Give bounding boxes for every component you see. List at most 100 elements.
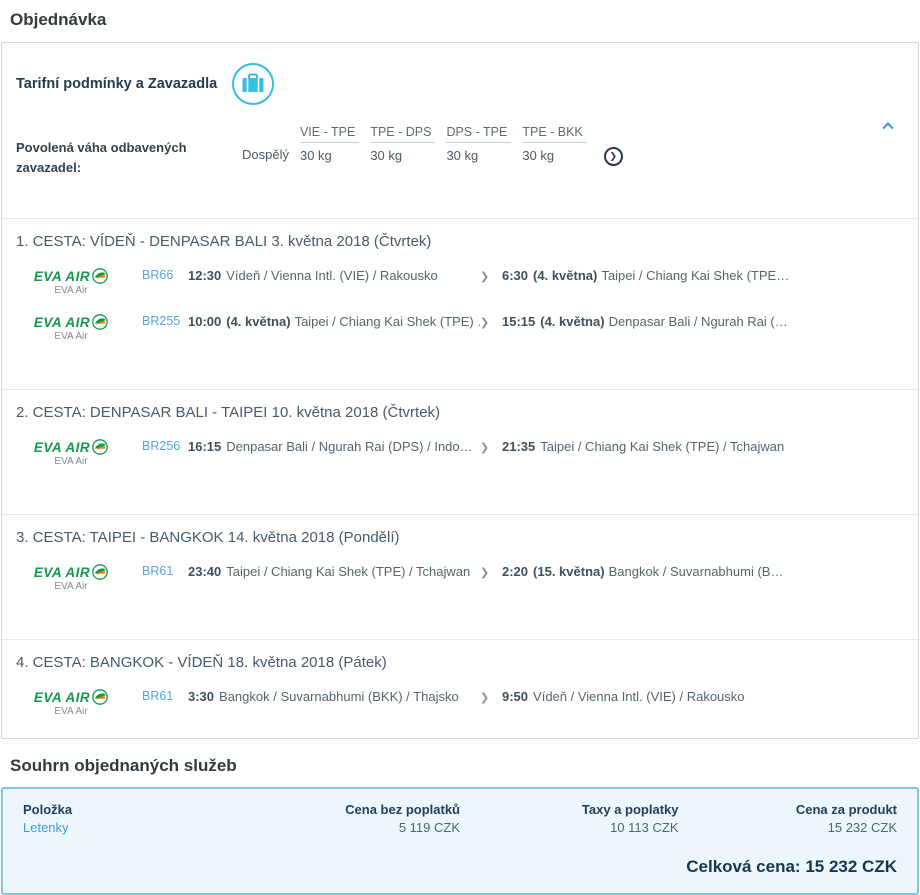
departure-time: 3:30: [188, 689, 215, 705]
passenger-type-label: Dospělý: [242, 147, 289, 162]
total-price-label: Celková cena:: [686, 857, 801, 877]
baggage-table: Dospělý VIE - TPE 30 kg TPE - DPS 30 kg …: [242, 125, 623, 166]
divider: [2, 514, 918, 516]
arrival-place: Bangkok / Suvarnabhumi (B…: [608, 564, 784, 580]
segment-route-label: DPS - TPE: [446, 125, 512, 143]
total-price: Celková cena: 15 232 CZK: [23, 857, 897, 877]
flight-row: EVA AIR EVA Air BR66 12:30 Vídeň / Vienna…: [16, 266, 904, 296]
journey-section-4: 4. CESTA: BANGKOK - VÍDEŇ 18. května 201…: [2, 640, 918, 738]
baggage-allowance: Povolená váha odbavených zavazadel: Dosp…: [2, 111, 918, 178]
flight-number-link[interactable]: BR66: [142, 268, 174, 283]
chevron-right-icon: ❯: [480, 317, 490, 330]
journey-section-3: 3. CESTA: TAIPEI - BANGKOK 14. května 20…: [2, 515, 918, 613]
item-link-tickets[interactable]: Letenky: [23, 820, 69, 836]
journey-section-2: 2. CESTA: DENPASAR BALI - TAIPEI 10. kvě…: [2, 390, 918, 488]
arrival-info: 15:15 (4. května) Denpasar Bali / Ngurah R…: [502, 312, 904, 329]
baggage-blank-header: [242, 125, 289, 142]
arrival-date: (4. května): [540, 314, 605, 330]
summary-card: Položka Cena bez poplatků Taxy a poplatk…: [1, 787, 919, 895]
summary-heading: Souhrn objednaných služeb: [10, 756, 237, 776]
arrival-time: 9:50: [502, 689, 529, 705]
departure-info: 10:00 (4. května) Taipei / Chiang Kai Shek…: [188, 312, 480, 329]
airline-sublabel: EVA Air: [54, 706, 88, 718]
arrival-date: (4. května): [533, 268, 598, 284]
arrival-time: 21:35: [502, 439, 536, 455]
arrival-info: 21:35 Taipei / Chiang Kai Shek (TPE) / Tc…: [502, 437, 904, 454]
segment-weight-value: 30 kg: [522, 148, 555, 163]
departure-place: Vídeň / Vienna Intl. (VIE) / Rakousko: [226, 268, 438, 284]
departure-info: 23:40 Taipei / Chiang Kai Shek (TPE) / Tc…: [188, 562, 480, 579]
journey-section-1: 1. CESTA: VÍDEŇ - DENPASAR BALI 3. květn…: [2, 219, 918, 363]
flight-row: EVA AIR EVA Air BR255 10:00 (4. května) Ta…: [16, 312, 904, 342]
chevron-right-icon: ❯: [480, 567, 490, 580]
eva-air-emblem-icon: [92, 268, 108, 285]
divider: [2, 639, 918, 641]
airline-sublabel: EVA Air: [54, 331, 88, 343]
arrival-info: 9:50 Vídeň / Vienna Intl. (VIE) / Rakousk…: [502, 687, 904, 704]
segment-weight-value: 30 kg: [446, 148, 479, 163]
departure-time: 23:40: [188, 564, 222, 580]
flight-number-link[interactable]: BR256: [142, 439, 181, 454]
baggage-allowance-label: Povolená váha odbavených zavazadel:: [16, 140, 187, 176]
baggage-segment: VIE - TPE 30 kg: [299, 125, 360, 163]
taxes-value: 10 113 CZK: [610, 820, 679, 836]
arrival-info: 6:30 (4. května) Taipei / Chiang Kai Shek …: [502, 266, 904, 283]
airline-logo: EVA AIR EVA Air: [16, 562, 126, 592]
segment-route-label: VIE - TPE: [299, 125, 360, 143]
airline-name: EVA AIR: [33, 564, 91, 580]
departure-time: 10:00: [188, 314, 222, 330]
column-header-product-price: Cena za produkt: [795, 802, 897, 818]
eva-air-emblem-icon: [92, 439, 108, 456]
chevron-right-icon: ❯: [480, 271, 490, 284]
more-segments-arrow-icon[interactable]: ❯: [603, 147, 623, 166]
departure-info: 12:30 Vídeň / Vienna Intl. (VIE) / Rakous…: [188, 266, 480, 283]
segment-weight-value: 30 kg: [299, 148, 332, 163]
fare-conditions-header: Tarifní podmínky a Zavazadla: [2, 43, 918, 134]
arrival-info: 2:20 (15. května) Bangkok / Suvarnabhumi (…: [502, 562, 904, 579]
departure-time: 12:30: [188, 268, 222, 284]
page-title: Objednávka: [10, 10, 107, 29]
segment-weight-value: 30 kg: [370, 148, 403, 163]
airline-logo: EVA AIR EVA Air: [16, 266, 126, 296]
departure-info: 16:15 Denpasar Bali / Ngurah Rai (DPS) / …: [188, 437, 480, 454]
airline-logo: EVA AIR EVA Air: [16, 687, 126, 717]
baggage-icon: [231, 62, 275, 106]
divider: [2, 218, 918, 220]
journey-title: 2. CESTA: DENPASAR BALI - TAIPEI 10. kvě…: [16, 404, 441, 422]
flight-row: EVA AIR EVA Air BR61 3:30 Bangkok / Suvar…: [16, 687, 904, 717]
product-price-value: 15 232 CZK: [827, 820, 897, 836]
arrival-time: 6:30: [502, 268, 529, 284]
departure-place: Denpasar Bali / Ngurah Rai (DPS) / Indo…: [226, 439, 473, 455]
order-card: Tarifní podmínky a Zavazadla Povolená vá…: [1, 42, 919, 740]
departure-info: 3:30 Bangkok / Suvarnabhumi (BKK) / Thajs…: [188, 687, 480, 704]
base-price-value: 5 119 CZK: [398, 820, 460, 836]
arrival-date: (15. května): [533, 564, 605, 580]
flight-number-link[interactable]: BR61: [142, 689, 174, 704]
arrival-place: Vídeň / Vienna Intl. (VIE) / Rakousko: [533, 689, 745, 705]
journey-title: 4. CESTA: BANGKOK - VÍDEŇ 18. května 201…: [16, 654, 387, 672]
segment-route-label: TPE - DPS: [370, 125, 436, 143]
divider: [2, 389, 918, 391]
airline-logo: EVA AIR EVA Air: [16, 312, 126, 342]
flight-row: EVA AIR EVA Air BR256 16:15 Denpasar Bali…: [16, 437, 904, 467]
arrival-place: Taipei / Chiang Kai Shek (TPE…: [601, 268, 790, 284]
airline-name: EVA AIR: [33, 314, 91, 330]
departure-time: 16:15: [188, 439, 222, 455]
baggage-segment: TPE - DPS 30 kg: [370, 125, 436, 163]
chevron-right-icon: ❯: [480, 692, 490, 705]
airline-sublabel: EVA Air: [54, 581, 88, 593]
total-price-value: 15 232 CZK: [805, 857, 897, 877]
flight-number-link[interactable]: BR61: [142, 564, 174, 579]
departure-place: Taipei / Chiang Kai Shek (TPE) …: [294, 314, 480, 330]
baggage-segment: DPS - TPE 30 kg: [446, 125, 512, 163]
airline-sublabel: EVA Air: [54, 456, 88, 468]
flight-row: EVA AIR EVA Air BR61 23:40 Taipei / Chian…: [16, 562, 904, 592]
airline-sublabel: EVA Air: [54, 285, 88, 297]
journey-title: 3. CESTA: TAIPEI - BANGKOK 14. května 20…: [16, 529, 400, 547]
arrival-time: 15:15: [502, 314, 536, 330]
collapse-section-button[interactable]: [880, 119, 896, 134]
airline-name: EVA AIR: [33, 439, 91, 455]
flight-number-link[interactable]: BR255: [142, 314, 181, 329]
departure-place: Bangkok / Suvarnabhumi (BKK) / Thajsko: [219, 689, 459, 705]
eva-air-emblem-icon: [92, 314, 108, 331]
